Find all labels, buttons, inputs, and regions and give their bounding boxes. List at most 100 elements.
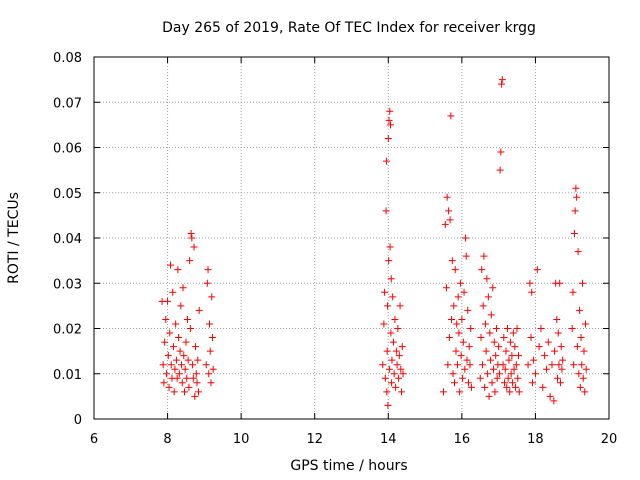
data-point [572,184,580,192]
data-point [383,347,391,355]
data-point [486,329,494,337]
grid [94,57,609,419]
data-point [194,388,202,396]
data-point [515,352,523,360]
data-point [581,320,589,328]
data-point [531,370,539,378]
data-point [172,320,180,328]
data-point [164,352,172,360]
data-point [570,361,578,369]
data-point [465,343,473,351]
x-tick-label: 16 [454,432,471,447]
data-point [389,338,397,346]
data-point [506,388,514,396]
data-point [578,361,586,369]
data-point [194,356,202,364]
data-point [388,356,396,364]
data-point [187,229,195,237]
data-point [550,397,558,405]
data-point [165,383,173,391]
data-point [505,356,513,364]
data-point [576,383,584,391]
data-point [385,365,393,373]
data-point [558,365,566,373]
data-point [478,361,486,369]
x-tick-label: 18 [527,432,544,447]
data-point [568,325,576,332]
y-axis-title: ROTI / TECUs [6,192,22,284]
data-point [524,361,532,369]
data-point [385,116,393,124]
data-point [546,392,554,400]
data-point [387,275,395,283]
data-point [455,329,463,337]
chart-title: Day 265 of 2019, Rate Of TEC Index for r… [162,20,536,36]
data-point [537,325,545,332]
data-point [479,302,487,310]
data-point [178,361,186,369]
data-point [386,107,394,115]
data-point [386,121,394,129]
data-point [577,334,585,342]
y-tick-label: 0.01 [53,368,82,383]
y-tick-label: 0.02 [53,323,82,338]
data-point [498,76,506,84]
y-tick-label: 0.04 [53,232,82,247]
y-tick-label: 0.06 [53,142,82,157]
data-point [208,334,216,342]
data-point [497,148,505,156]
data-point [382,207,390,215]
data-point [511,343,519,351]
data-point [208,293,216,301]
data-point [177,302,185,310]
data-point [504,374,512,382]
data-point [456,279,464,287]
data-point [181,365,189,373]
data-point [559,356,567,364]
data-points [158,76,590,409]
data-point [191,392,199,400]
data-point [487,311,495,319]
data-point [454,293,462,301]
data-point [209,365,217,373]
data-point [507,370,515,378]
data-point [495,343,503,351]
data-point [386,243,394,251]
data-point [509,329,517,337]
data-point [398,388,406,396]
data-point [442,284,450,292]
data-point [449,370,457,378]
data-point [160,379,168,387]
x-tick-label: 8 [163,432,171,447]
data-point [169,343,177,351]
data-point [556,279,564,287]
data-point [574,248,582,256]
data-point [173,374,181,382]
data-point [182,338,190,346]
data-point [190,243,198,251]
data-point [535,343,543,351]
data-point [396,302,404,310]
data-point [498,80,506,88]
data-point [580,347,588,355]
data-point [445,207,453,215]
data-point [500,334,508,342]
data-point [389,293,397,301]
data-point [484,370,492,378]
data-point [485,392,493,400]
data-point [512,361,520,369]
data-point [167,361,175,369]
data-point [461,365,469,373]
data-point [391,315,399,323]
data-point [192,343,200,351]
data-point [207,379,215,387]
data-point [556,379,564,387]
data-point [571,207,579,215]
data-point [176,347,184,355]
data-point [508,352,516,360]
data-point [169,288,177,296]
data-point [161,338,169,346]
data-point [175,334,183,342]
data-point [492,352,500,360]
data-point [467,325,475,332]
